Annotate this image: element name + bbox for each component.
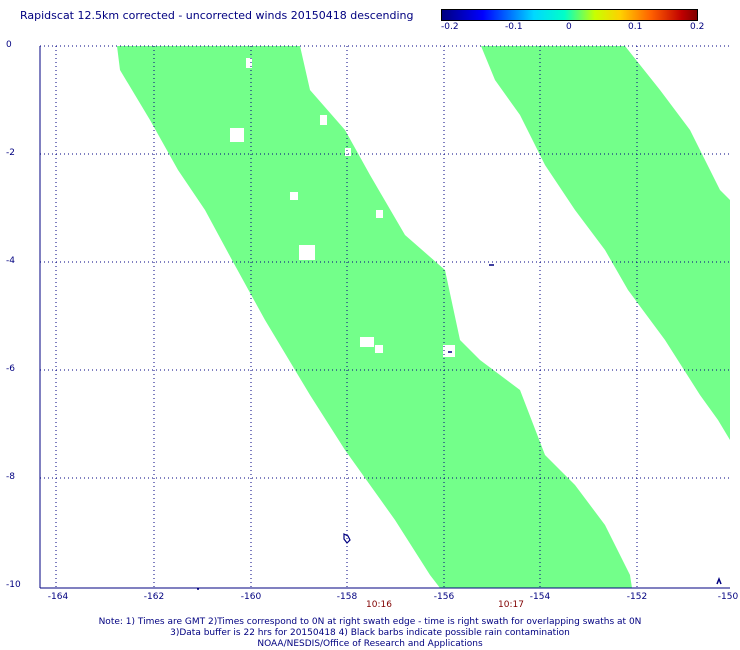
data-gap	[360, 337, 374, 347]
lon-label: -162	[143, 592, 165, 602]
lat-label: -4	[6, 256, 15, 266]
data-gap	[290, 192, 298, 200]
lat-label: 0	[6, 40, 12, 50]
lat-label: -10	[6, 580, 21, 590]
colorbar-tick-label: 0.2	[690, 22, 705, 32]
barb-marker	[716, 576, 722, 585]
lon-label: -152	[626, 592, 648, 602]
colorbar-tick-label: 0	[566, 22, 572, 32]
note-line: 3)Data buffer is 22 hrs for 20150418 4) …	[170, 628, 570, 638]
lat-label: -6	[6, 364, 15, 374]
data-gap	[443, 345, 455, 357]
map-title: Rapidscat 12.5km corrected - uncorrected…	[20, 9, 414, 22]
data-gap	[299, 245, 315, 260]
lon-label: -158	[336, 592, 358, 602]
lon-label: -156	[433, 592, 455, 602]
island-marker	[343, 533, 351, 544]
lon-label: -150	[717, 592, 739, 602]
data-gap	[376, 210, 383, 218]
time-label: 10:17	[498, 600, 524, 610]
data-gap	[246, 58, 252, 68]
swath-right	[481, 46, 730, 440]
colorbar-tick-label: -0.1	[505, 22, 523, 32]
note-line: Note: 1) Times are GMT 2)Times correspon…	[98, 617, 642, 627]
data-gap	[345, 148, 351, 156]
lon-label: -164	[47, 592, 69, 602]
lat-label: -8	[6, 472, 15, 482]
time-label: 10:16	[366, 600, 392, 610]
colorbar-tick-label: 0.1	[628, 22, 643, 32]
lon-label: -160	[240, 592, 262, 602]
colorbar-tick-label: -0.2	[441, 22, 459, 32]
data-gap	[230, 128, 244, 142]
swath-left	[117, 46, 632, 588]
credit-line: NOAA/NESDIS/Office of Research and Appli…	[257, 639, 483, 649]
data-gap	[375, 345, 383, 353]
data-gap	[320, 115, 327, 125]
color-scale-bar	[441, 9, 698, 21]
lon-label: -154	[529, 592, 551, 602]
lat-label: -2	[6, 148, 15, 158]
latitude-grid	[40, 45, 730, 479]
